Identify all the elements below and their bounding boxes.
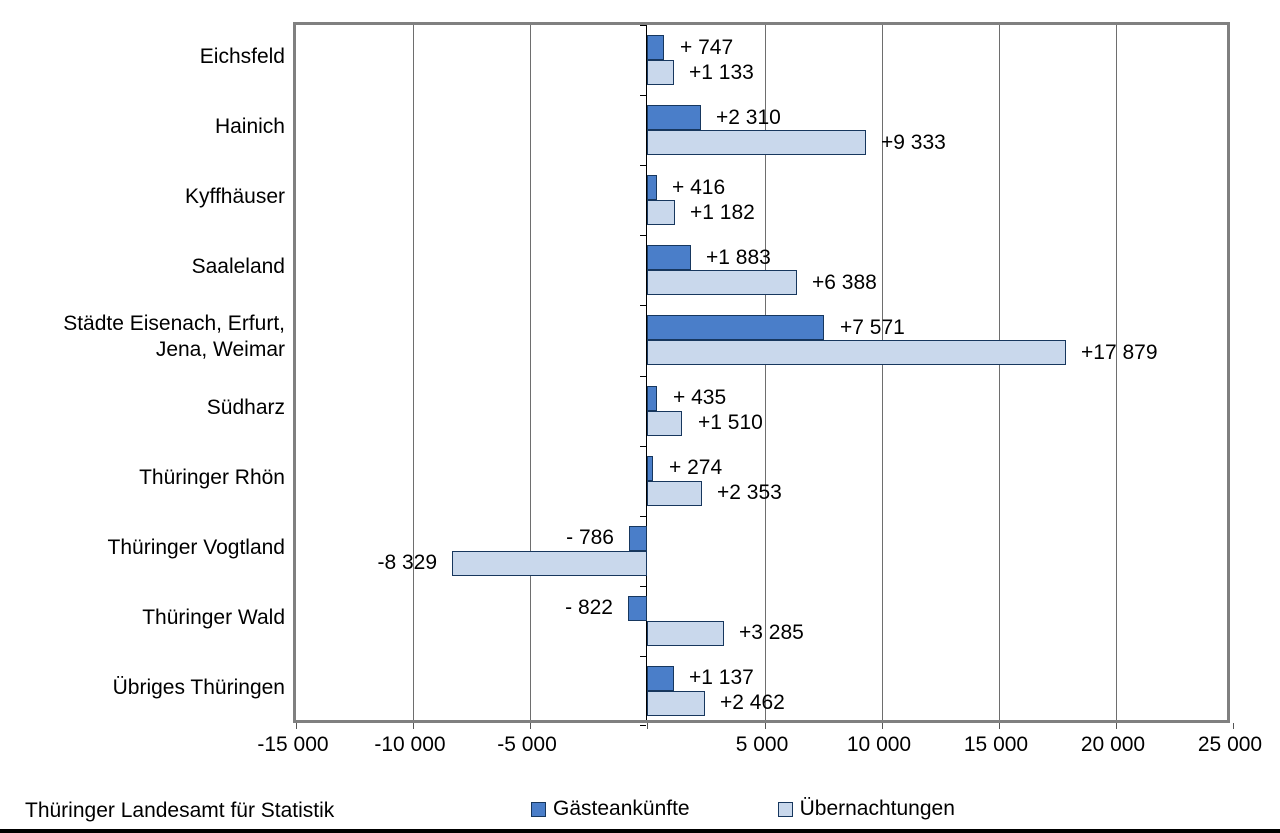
bar-value-label: +17 879	[1081, 341, 1158, 364]
bar-arrivals-7	[629, 526, 647, 551]
bar-nights-0	[647, 60, 674, 85]
bar-value-label: +1 133	[689, 61, 754, 84]
gridline	[530, 25, 532, 720]
category-label-7: Thüringer Vogtland	[107, 535, 285, 559]
legend-swatch-icon	[531, 801, 546, 817]
axis-tick	[1115, 723, 1117, 729]
bar-value-label: + 416	[672, 176, 726, 199]
x-tick-label: 10 000	[846, 733, 912, 756]
bar-value-label: +1 883	[706, 246, 771, 269]
category-tick	[640, 305, 647, 306]
zero-axis-line	[646, 25, 648, 720]
bar-arrivals-5	[647, 386, 657, 411]
source-text: Thüringer Landesamt für Statistik	[25, 799, 335, 822]
category-tick	[640, 656, 647, 657]
bar-value-label: + 274	[669, 456, 723, 479]
legend-label: Gästeankünfte	[553, 797, 690, 820]
bar-value-label: +1 137	[689, 666, 754, 689]
bar-value-label: +6 388	[812, 271, 877, 294]
x-tick-label: 20 000	[1080, 733, 1146, 756]
x-tick-label: -10 000	[374, 733, 446, 756]
gridline	[998, 25, 1000, 720]
category-tick	[640, 586, 647, 587]
bar-arrivals-9	[647, 666, 674, 691]
bar-nights-7	[452, 551, 647, 576]
bar-nights-5	[647, 411, 682, 436]
category-label-0: Eichsfeld	[199, 44, 285, 68]
bar-arrivals-6	[647, 456, 653, 481]
category-tick	[640, 165, 647, 166]
category-tick	[640, 95, 647, 96]
legend-swatch-icon	[777, 801, 793, 817]
category-label-2: Kyffhäuser	[184, 184, 285, 208]
category-label-6: Thüringer Rhön	[139, 465, 285, 489]
category-label-3: Saaleland	[191, 254, 285, 278]
gridline	[413, 25, 415, 720]
category-label-1: Hainich	[214, 114, 285, 138]
x-tick-label: 25 000	[1197, 733, 1263, 756]
bar-arrivals-0	[647, 35, 664, 60]
bar-value-label: + 747	[680, 36, 734, 59]
bar-nights-1	[647, 130, 866, 155]
bar-value-label: +1 182	[690, 201, 755, 224]
x-tick-label: 15 000	[963, 733, 1029, 756]
legend: Gästeankünfte Übernachtungen	[531, 797, 955, 821]
axis-tick	[998, 723, 1000, 729]
axis-tick	[764, 723, 766, 729]
gridline	[1115, 25, 1117, 720]
axis-tick	[647, 723, 649, 729]
bar-nights-6	[647, 481, 702, 506]
bar-value-label: +2 462	[720, 691, 785, 714]
bar-value-label: +2 310	[716, 106, 781, 129]
axis-tick	[530, 723, 532, 729]
axis-tick	[413, 723, 415, 729]
bar-arrivals-8	[628, 596, 647, 621]
gridline	[764, 25, 766, 720]
x-tick-label: -5 000	[497, 733, 557, 756]
category-label-8: Thüringer Wald	[142, 605, 285, 629]
bottom-divider	[0, 829, 1280, 833]
plot-area: + 747 +2 310 + 416 +1 883 +7 571 + 435 + 274 - …	[293, 22, 1234, 729]
bar-value-label: +2 353	[717, 481, 782, 504]
category-tick	[640, 376, 647, 377]
bar-arrivals-3	[647, 245, 691, 270]
axis-tick	[881, 723, 883, 729]
category-tick	[640, 235, 647, 236]
category-label-5: Südharz	[206, 395, 285, 419]
bar-value-label: - 822	[565, 596, 613, 619]
axis-tick	[296, 723, 297, 729]
bar-value-label: +3 285	[739, 621, 804, 644]
bar-nights-9	[647, 691, 705, 716]
bar-value-label: -8 329	[377, 551, 437, 574]
x-tick-label: -15 000	[257, 733, 329, 756]
bar-nights-2	[647, 200, 675, 225]
bar-arrivals-2	[647, 175, 657, 200]
bar-value-label: +1 510	[698, 411, 763, 434]
legend-item-arrivals: Gästeankünfte	[531, 797, 690, 821]
category-tick	[640, 446, 647, 447]
gridline	[881, 25, 883, 720]
legend-label: Übernachtungen	[799, 797, 955, 820]
bar-value-label: - 786	[566, 526, 614, 549]
category-label-4: Städte Eisenach, Erfurt, Jena, Weimar	[63, 311, 285, 361]
bar-arrivals-1	[647, 105, 701, 130]
bar-nights-4	[647, 340, 1066, 365]
category-tick	[640, 725, 647, 726]
category-tick	[640, 25, 647, 26]
legend-item-nights: Übernachtungen	[777, 797, 955, 821]
bar-value-label: +7 571	[840, 316, 905, 339]
bar-value-label: + 435	[673, 386, 727, 409]
bar-value-label: +9 333	[881, 131, 946, 154]
bar-nights-3	[647, 270, 797, 295]
axis-tick	[1233, 723, 1234, 729]
x-tick-label: 5 000	[735, 733, 789, 756]
category-label-9: Übriges Thüringen	[112, 675, 285, 699]
category-tick	[640, 516, 647, 517]
bar-nights-8	[647, 621, 724, 646]
bar-arrivals-4	[647, 315, 824, 340]
